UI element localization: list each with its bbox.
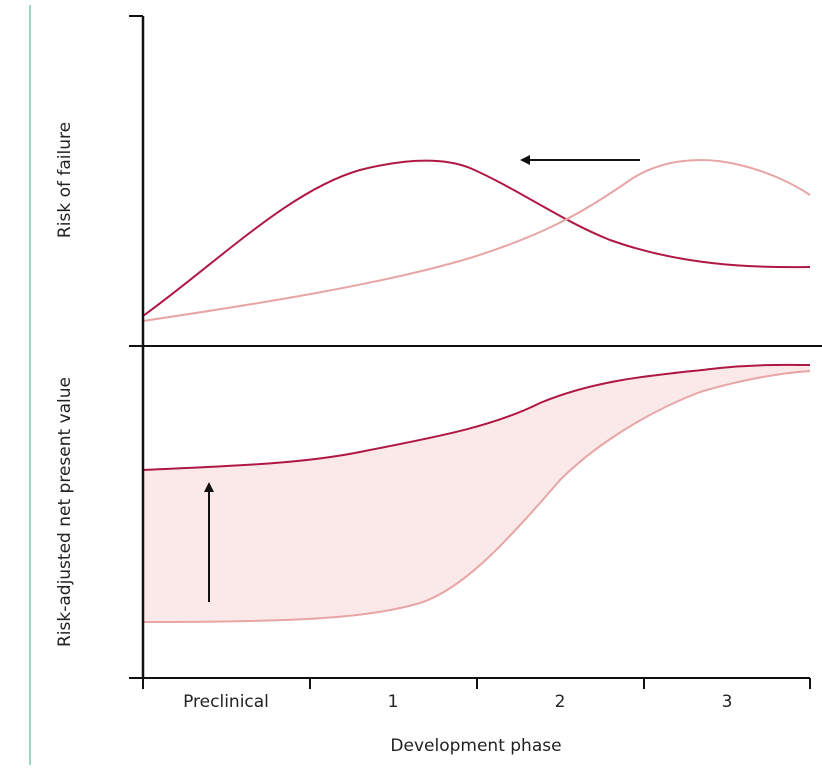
x-category: 1 xyxy=(388,692,399,712)
npv-band xyxy=(143,364,810,622)
npv-improved xyxy=(142,363,811,471)
risk-improved xyxy=(142,159,811,317)
x-ticks xyxy=(142,678,811,689)
x-axis-title: Development phase xyxy=(390,736,561,756)
y-axis-title: Risk of failure xyxy=(55,122,75,238)
risk-baseline xyxy=(142,159,811,322)
x-category: 2 xyxy=(555,692,566,712)
x-category: Preclinical xyxy=(183,692,269,712)
y-axis-title: Risk-adjusted net present value xyxy=(55,377,75,647)
npv-baseline xyxy=(142,370,811,623)
x-category: 3 xyxy=(722,692,733,712)
